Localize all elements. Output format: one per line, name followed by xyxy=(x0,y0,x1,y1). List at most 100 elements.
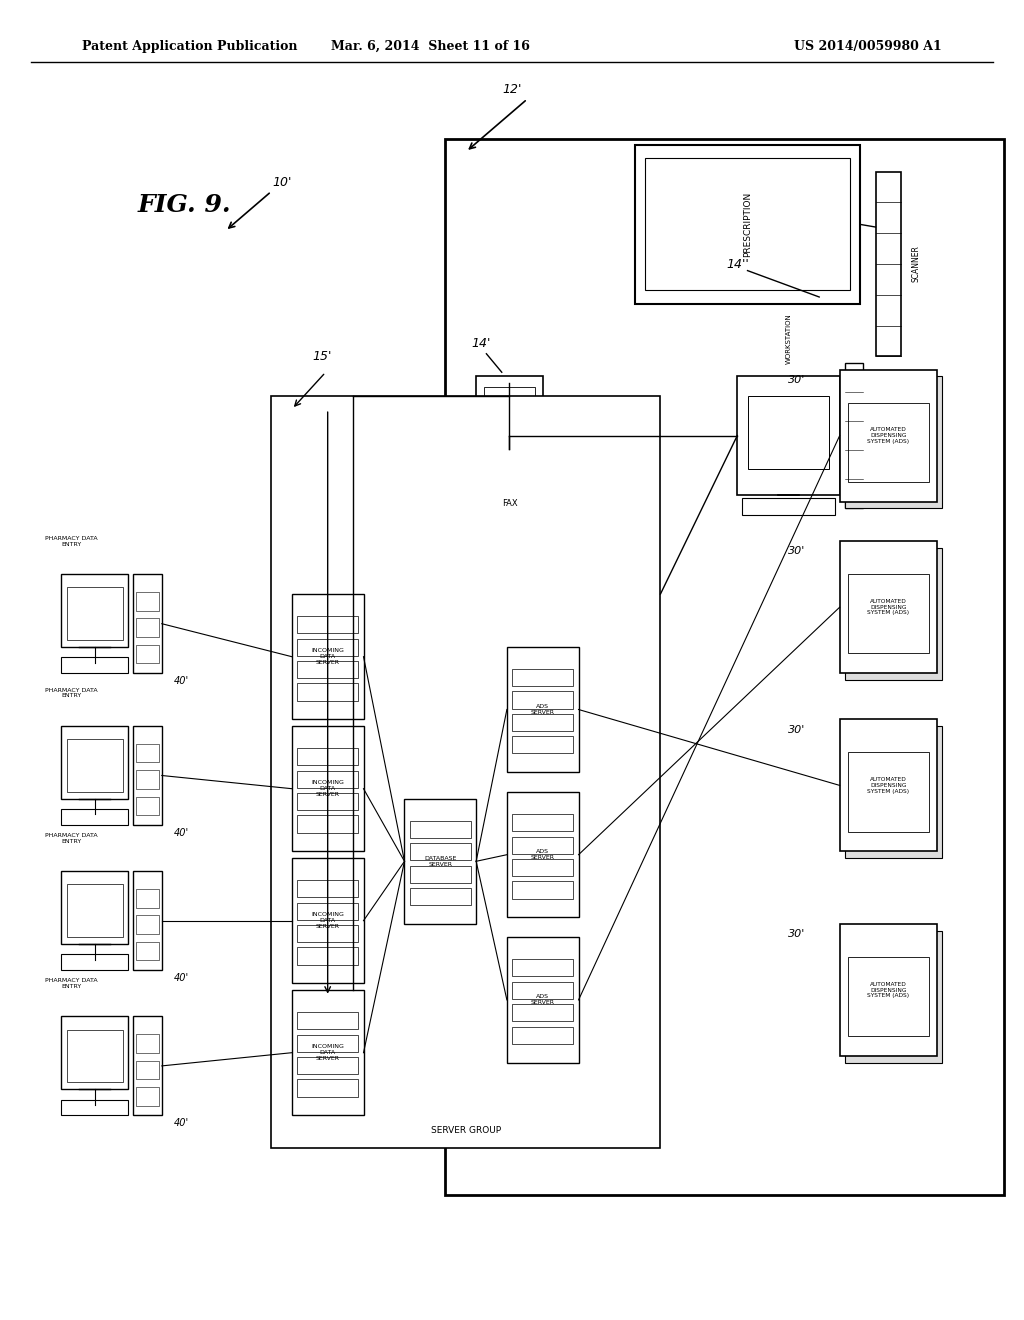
Text: 40': 40' xyxy=(174,828,189,838)
Bar xyxy=(136,1035,159,1053)
Text: 40': 40' xyxy=(174,973,189,983)
Bar xyxy=(737,376,840,495)
Bar xyxy=(512,692,573,709)
Bar xyxy=(507,647,579,772)
Text: 14': 14' xyxy=(472,337,490,350)
Bar xyxy=(292,726,364,851)
Bar xyxy=(136,744,159,763)
Bar xyxy=(410,888,471,906)
Bar xyxy=(848,574,929,653)
Bar xyxy=(512,669,573,686)
Bar xyxy=(845,376,942,508)
Bar xyxy=(845,548,942,680)
Bar xyxy=(512,837,573,854)
Text: INCOMING
DATA
SERVER: INCOMING DATA SERVER xyxy=(311,1044,344,1061)
Text: PHARMACY DATA
ENTRY: PHARMACY DATA ENTRY xyxy=(45,536,98,546)
Bar xyxy=(476,376,543,449)
Text: FAX: FAX xyxy=(502,499,517,508)
Bar xyxy=(136,942,159,961)
Bar xyxy=(840,719,937,851)
Bar xyxy=(297,639,358,656)
Bar xyxy=(297,793,358,810)
Bar xyxy=(297,925,358,942)
Bar xyxy=(61,1100,128,1115)
Bar xyxy=(507,937,579,1063)
Bar xyxy=(512,859,573,876)
Bar xyxy=(61,871,128,944)
Bar xyxy=(67,739,123,792)
Text: WORKSTATION: WORKSTATION xyxy=(785,313,792,364)
Bar xyxy=(845,931,942,1063)
Bar xyxy=(410,821,471,838)
Bar xyxy=(297,1035,358,1052)
Bar xyxy=(136,645,159,663)
Bar xyxy=(297,748,358,766)
Bar xyxy=(635,145,860,304)
Bar xyxy=(845,363,863,508)
Bar xyxy=(512,1005,573,1022)
Text: SERVER GROUP: SERVER GROUP xyxy=(431,1126,501,1135)
Bar xyxy=(133,574,162,673)
Text: PHARMACY DATA
ENTRY: PHARMACY DATA ENTRY xyxy=(45,978,98,989)
Bar xyxy=(484,387,535,438)
Text: PRESCRIPTION: PRESCRIPTION xyxy=(743,191,752,257)
Text: 30': 30' xyxy=(788,725,806,735)
Text: 40': 40' xyxy=(174,1118,189,1129)
Text: AUTOMATED
DISPENSING
SYSTEM (ADS): AUTOMATED DISPENSING SYSTEM (ADS) xyxy=(867,777,909,793)
Bar xyxy=(61,657,128,673)
Bar xyxy=(136,618,159,638)
Bar xyxy=(136,770,159,788)
Text: INCOMING
DATA
SERVER: INCOMING DATA SERVER xyxy=(311,780,344,797)
Text: US 2014/0059980 A1: US 2014/0059980 A1 xyxy=(795,40,942,53)
Bar xyxy=(840,370,937,502)
Bar xyxy=(297,1012,358,1030)
Text: 12': 12' xyxy=(503,83,521,96)
Bar xyxy=(445,139,1004,1195)
Text: 30': 30' xyxy=(788,546,806,557)
Bar xyxy=(512,1027,573,1044)
Bar xyxy=(512,882,573,899)
Bar xyxy=(845,726,942,858)
Bar xyxy=(61,954,128,970)
Bar xyxy=(297,903,358,920)
Bar xyxy=(297,816,358,833)
Text: 10': 10' xyxy=(272,176,291,189)
Text: PHARMACY DATA
ENTRY: PHARMACY DATA ENTRY xyxy=(45,688,98,698)
Text: Patent Application Publication: Patent Application Publication xyxy=(82,40,297,53)
Bar xyxy=(297,771,358,788)
Bar xyxy=(645,158,850,290)
Text: 14'': 14'' xyxy=(726,257,749,271)
Bar xyxy=(133,871,162,970)
Bar xyxy=(297,880,358,898)
Bar xyxy=(840,924,937,1056)
Text: 30': 30' xyxy=(788,375,806,385)
Text: Mar. 6, 2014  Sheet 11 of 16: Mar. 6, 2014 Sheet 11 of 16 xyxy=(331,40,529,53)
Bar xyxy=(136,796,159,814)
Text: PHARMACY DATA
ENTRY: PHARMACY DATA ENTRY xyxy=(45,833,98,843)
Bar xyxy=(507,792,579,917)
Bar xyxy=(297,661,358,678)
Bar xyxy=(840,541,937,673)
Bar xyxy=(410,866,471,883)
Bar xyxy=(297,684,358,701)
Bar xyxy=(67,884,123,937)
Bar xyxy=(61,1016,128,1089)
Text: AUTOMATED
DISPENSING
SYSTEM (ADS): AUTOMATED DISPENSING SYSTEM (ADS) xyxy=(867,428,909,444)
Text: AUTOMATED
DISPENSING
SYSTEM (ADS): AUTOMATED DISPENSING SYSTEM (ADS) xyxy=(867,982,909,998)
Bar xyxy=(512,960,573,977)
Text: INCOMING
DATA
SERVER: INCOMING DATA SERVER xyxy=(311,648,344,665)
Bar xyxy=(67,1030,123,1082)
Bar xyxy=(297,1057,358,1074)
Bar xyxy=(512,982,573,999)
Bar xyxy=(271,396,660,1148)
Bar xyxy=(136,1088,159,1106)
Text: ADS
SERVER: ADS SERVER xyxy=(530,849,555,861)
Bar xyxy=(292,858,364,983)
Text: SCANNER: SCANNER xyxy=(911,246,921,282)
Text: 15': 15' xyxy=(313,350,332,363)
Text: DATABASE
SERVER: DATABASE SERVER xyxy=(424,855,457,867)
Text: FIG. 9.: FIG. 9. xyxy=(137,193,231,216)
Bar xyxy=(61,809,128,825)
Text: ADS
SERVER: ADS SERVER xyxy=(530,704,555,715)
Bar xyxy=(512,737,573,754)
